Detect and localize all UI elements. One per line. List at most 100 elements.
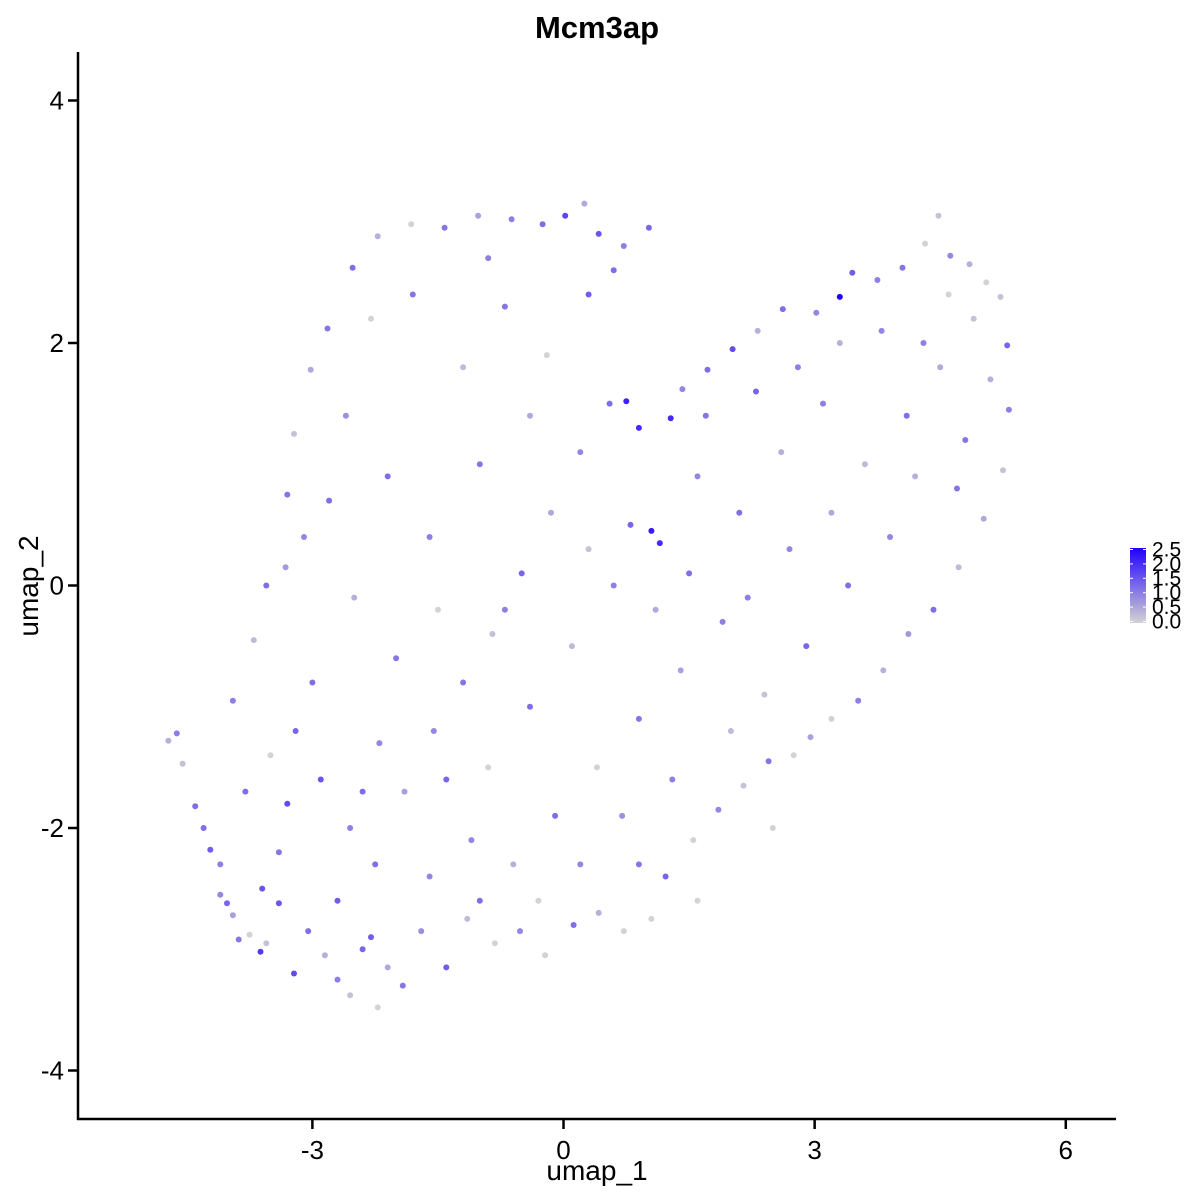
data-point (485, 255, 492, 262)
data-point (426, 873, 433, 880)
data-point (610, 582, 617, 589)
data-point (966, 261, 973, 268)
data-point (282, 564, 289, 571)
data-point (736, 509, 743, 516)
data-point (527, 412, 533, 419)
data-point (485, 764, 492, 771)
data-point (635, 424, 642, 431)
data-point (648, 527, 655, 534)
data-point (740, 782, 747, 789)
data-point (694, 473, 701, 480)
data-point (376, 740, 383, 747)
y-tick-label: 4 (50, 86, 64, 116)
data-point (1005, 406, 1012, 413)
data-point (324, 325, 331, 332)
data-point (347, 992, 354, 999)
data-point (662, 873, 669, 880)
data-point (291, 970, 297, 977)
data-point (301, 534, 307, 540)
data-point (656, 540, 663, 547)
data-point (542, 952, 549, 959)
data-point (548, 509, 554, 516)
data-point (874, 277, 881, 283)
y-tick-label: -4 (41, 1056, 64, 1086)
data-point (460, 364, 467, 371)
data-point (408, 221, 415, 228)
data-point (652, 606, 659, 613)
data-point (623, 398, 630, 405)
data-point (855, 697, 862, 704)
y-axis-ticks: -4 -2 0 2 4 (41, 86, 78, 1086)
data-point (543, 352, 550, 359)
data-point (192, 803, 199, 810)
data-point (372, 861, 379, 868)
data-point (828, 715, 835, 722)
data-point (807, 734, 814, 741)
data-point (945, 291, 952, 298)
data-point (368, 315, 374, 322)
data-point (342, 412, 349, 419)
data-point (321, 952, 328, 959)
data-point (729, 346, 736, 353)
data-point (250, 637, 257, 644)
data-point (585, 291, 592, 298)
data-point (778, 449, 785, 456)
data-point (753, 388, 759, 395)
points-layer (165, 200, 1012, 1011)
data-point (930, 606, 937, 613)
data-point (207, 846, 214, 853)
data-point (962, 437, 969, 443)
data-point (173, 730, 180, 737)
data-point (179, 760, 186, 767)
data-point (263, 940, 270, 947)
data-point (585, 546, 592, 553)
data-point (935, 212, 942, 219)
data-point (905, 631, 912, 637)
data-point (307, 366, 314, 373)
data-point (794, 364, 801, 371)
data-point (430, 728, 437, 734)
data-point (719, 618, 726, 625)
data-point (317, 776, 324, 783)
data-point (309, 679, 316, 686)
data-point (754, 327, 761, 334)
data-point (460, 679, 467, 686)
data-point (581, 200, 588, 207)
data-point (235, 936, 242, 943)
data-point (744, 594, 751, 601)
data-point (476, 461, 483, 468)
data-point (690, 837, 697, 844)
y-tick-label: 2 (50, 328, 64, 358)
data-point (704, 366, 711, 373)
data-point (501, 606, 508, 613)
data-point (954, 485, 960, 492)
data-point (418, 928, 425, 935)
data-point (489, 631, 496, 637)
data-point (217, 891, 224, 898)
data-point (970, 315, 977, 322)
data-point (570, 922, 577, 928)
data-point (374, 233, 381, 240)
legend-tick-label: 1.0 (1152, 582, 1181, 605)
data-point (595, 230, 602, 237)
color-legend: 0.00.51.01.52.02.5 (1130, 539, 1181, 634)
y-tick-label: 0 (50, 571, 64, 601)
data-point (790, 752, 797, 759)
data-point (980, 515, 987, 522)
x-tick-label: 0 (556, 1135, 570, 1165)
data-point (229, 697, 236, 704)
data-point (368, 934, 374, 941)
data-point (475, 212, 482, 219)
data-point (517, 928, 523, 935)
data-point (845, 582, 852, 589)
data-point (786, 546, 793, 553)
data-point (861, 461, 868, 468)
data-point (401, 788, 408, 795)
data-point (491, 940, 498, 947)
x-axis-label: umap_1 (546, 1155, 647, 1186)
data-point (393, 655, 400, 662)
data-point (464, 915, 471, 922)
data-point (577, 449, 584, 456)
data-point (606, 400, 613, 407)
data-point (769, 825, 776, 831)
